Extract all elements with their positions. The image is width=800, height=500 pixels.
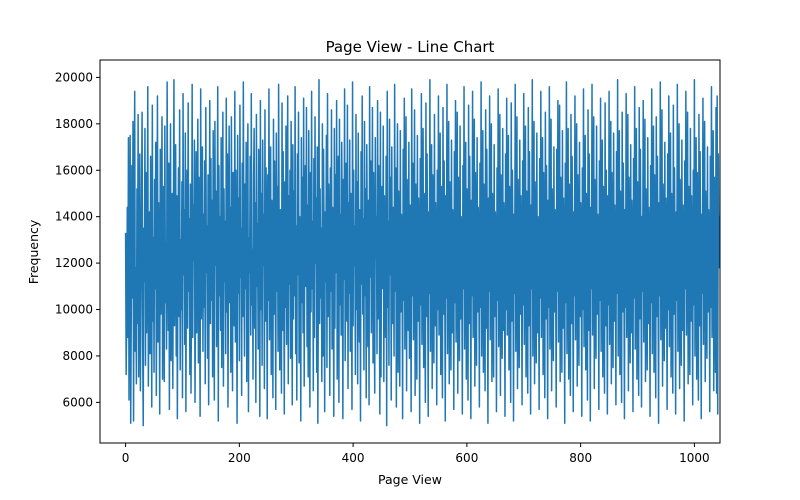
- x-tick-label: 1000: [679, 451, 710, 465]
- plot-area: [99, 59, 721, 444]
- x-tick-label: 400: [342, 451, 365, 465]
- x-tick-label: 800: [569, 451, 592, 465]
- x-tick-label: 200: [228, 451, 251, 465]
- x-tick-label: 0: [122, 451, 130, 465]
- x-axis-label: Page View: [378, 472, 442, 487]
- y-tick-label: 6000: [62, 395, 93, 409]
- y-tick-label: 16000: [55, 163, 93, 177]
- y-tick-label: 8000: [62, 349, 93, 363]
- y-axis-label: Frequency: [26, 219, 41, 284]
- y-tick-label: 14000: [55, 210, 93, 224]
- y-tick-label: 20000: [55, 70, 93, 84]
- y-tick-label: 12000: [55, 256, 93, 270]
- x-tick-label: 600: [455, 451, 478, 465]
- series-line: [124, 78, 720, 427]
- y-tick-label: 18000: [55, 117, 93, 131]
- plot-frame: [99, 59, 721, 444]
- y-axis: 6000 8000 10000 12000 14000 16000 18000 20000: [55, 70, 100, 409]
- chart-title: Page View - Line Chart: [326, 38, 495, 56]
- y-tick-label: 10000: [55, 303, 93, 317]
- x-axis: 0 200 400 600 800 1000: [122, 443, 710, 465]
